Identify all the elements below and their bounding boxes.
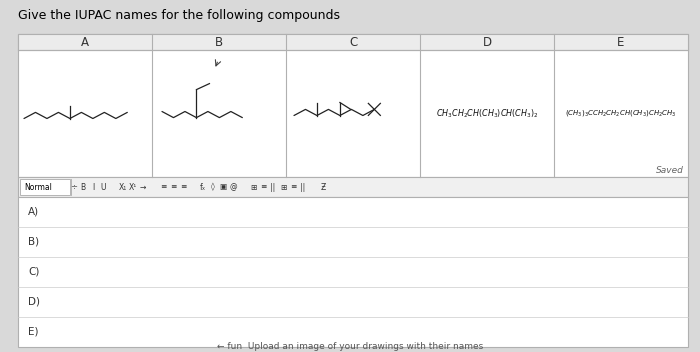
Text: ≡: ≡ [160,182,166,191]
Bar [20,179,70,195]
Bar [18,177,688,197]
Text: @: @ [229,182,237,191]
Text: ⊞: ⊞ [280,182,286,191]
Text: E: E [617,36,624,49]
Text: $CH_3CH_2CH(CH_3)CH(CH_3)_2$: $CH_3CH_2CH(CH_3)CH(CH_3)_2$ [436,107,538,120]
Text: ≡: ≡ [170,182,176,191]
Text: ← fun  Upload an image of your drawings with their names: ← fun Upload an image of your drawings w… [217,342,483,351]
Text: ⊞: ⊞ [250,182,256,191]
Text: A): A) [28,207,39,217]
Text: U: U [100,182,106,191]
Bar [18,197,688,347]
Text: Ƶ: Ƶ [321,182,326,191]
Text: ≡: ≡ [180,182,186,191]
Text: D): D) [28,297,40,307]
Text: ||: || [270,182,276,191]
Bar [18,34,688,50]
Text: Saved: Saved [656,166,684,175]
Text: I: I [92,182,94,191]
Text: X₁: X₁ [119,182,127,191]
Text: Normal: Normal [24,182,52,191]
Text: ||: || [300,182,306,191]
Text: B: B [215,36,223,49]
Text: D: D [482,36,491,49]
Text: X¹: X¹ [129,182,137,191]
Text: B): B) [28,237,39,247]
Text: →: → [140,182,146,191]
Text: Give the IUPAC names for the following compounds: Give the IUPAC names for the following c… [18,9,340,22]
Text: C): C) [28,267,39,277]
Text: E): E) [28,327,38,337]
Text: ≡: ≡ [260,182,266,191]
Text: ÷: ÷ [71,182,78,191]
Text: fₓ: fₓ [200,182,206,191]
Text: A: A [81,36,89,49]
Text: B: B [80,182,85,191]
Bar [18,34,688,177]
Text: $(CH_3)_3CCH_2CH_2CH(CH_3)CH_2CH_3$: $(CH_3)_3CCH_2CH_2CH(CH_3)CH_2CH_3$ [565,108,677,119]
Text: ≡: ≡ [290,182,296,191]
Text: ▣: ▣ [219,182,227,191]
Text: ◊: ◊ [211,182,215,191]
Text: C: C [349,36,357,49]
